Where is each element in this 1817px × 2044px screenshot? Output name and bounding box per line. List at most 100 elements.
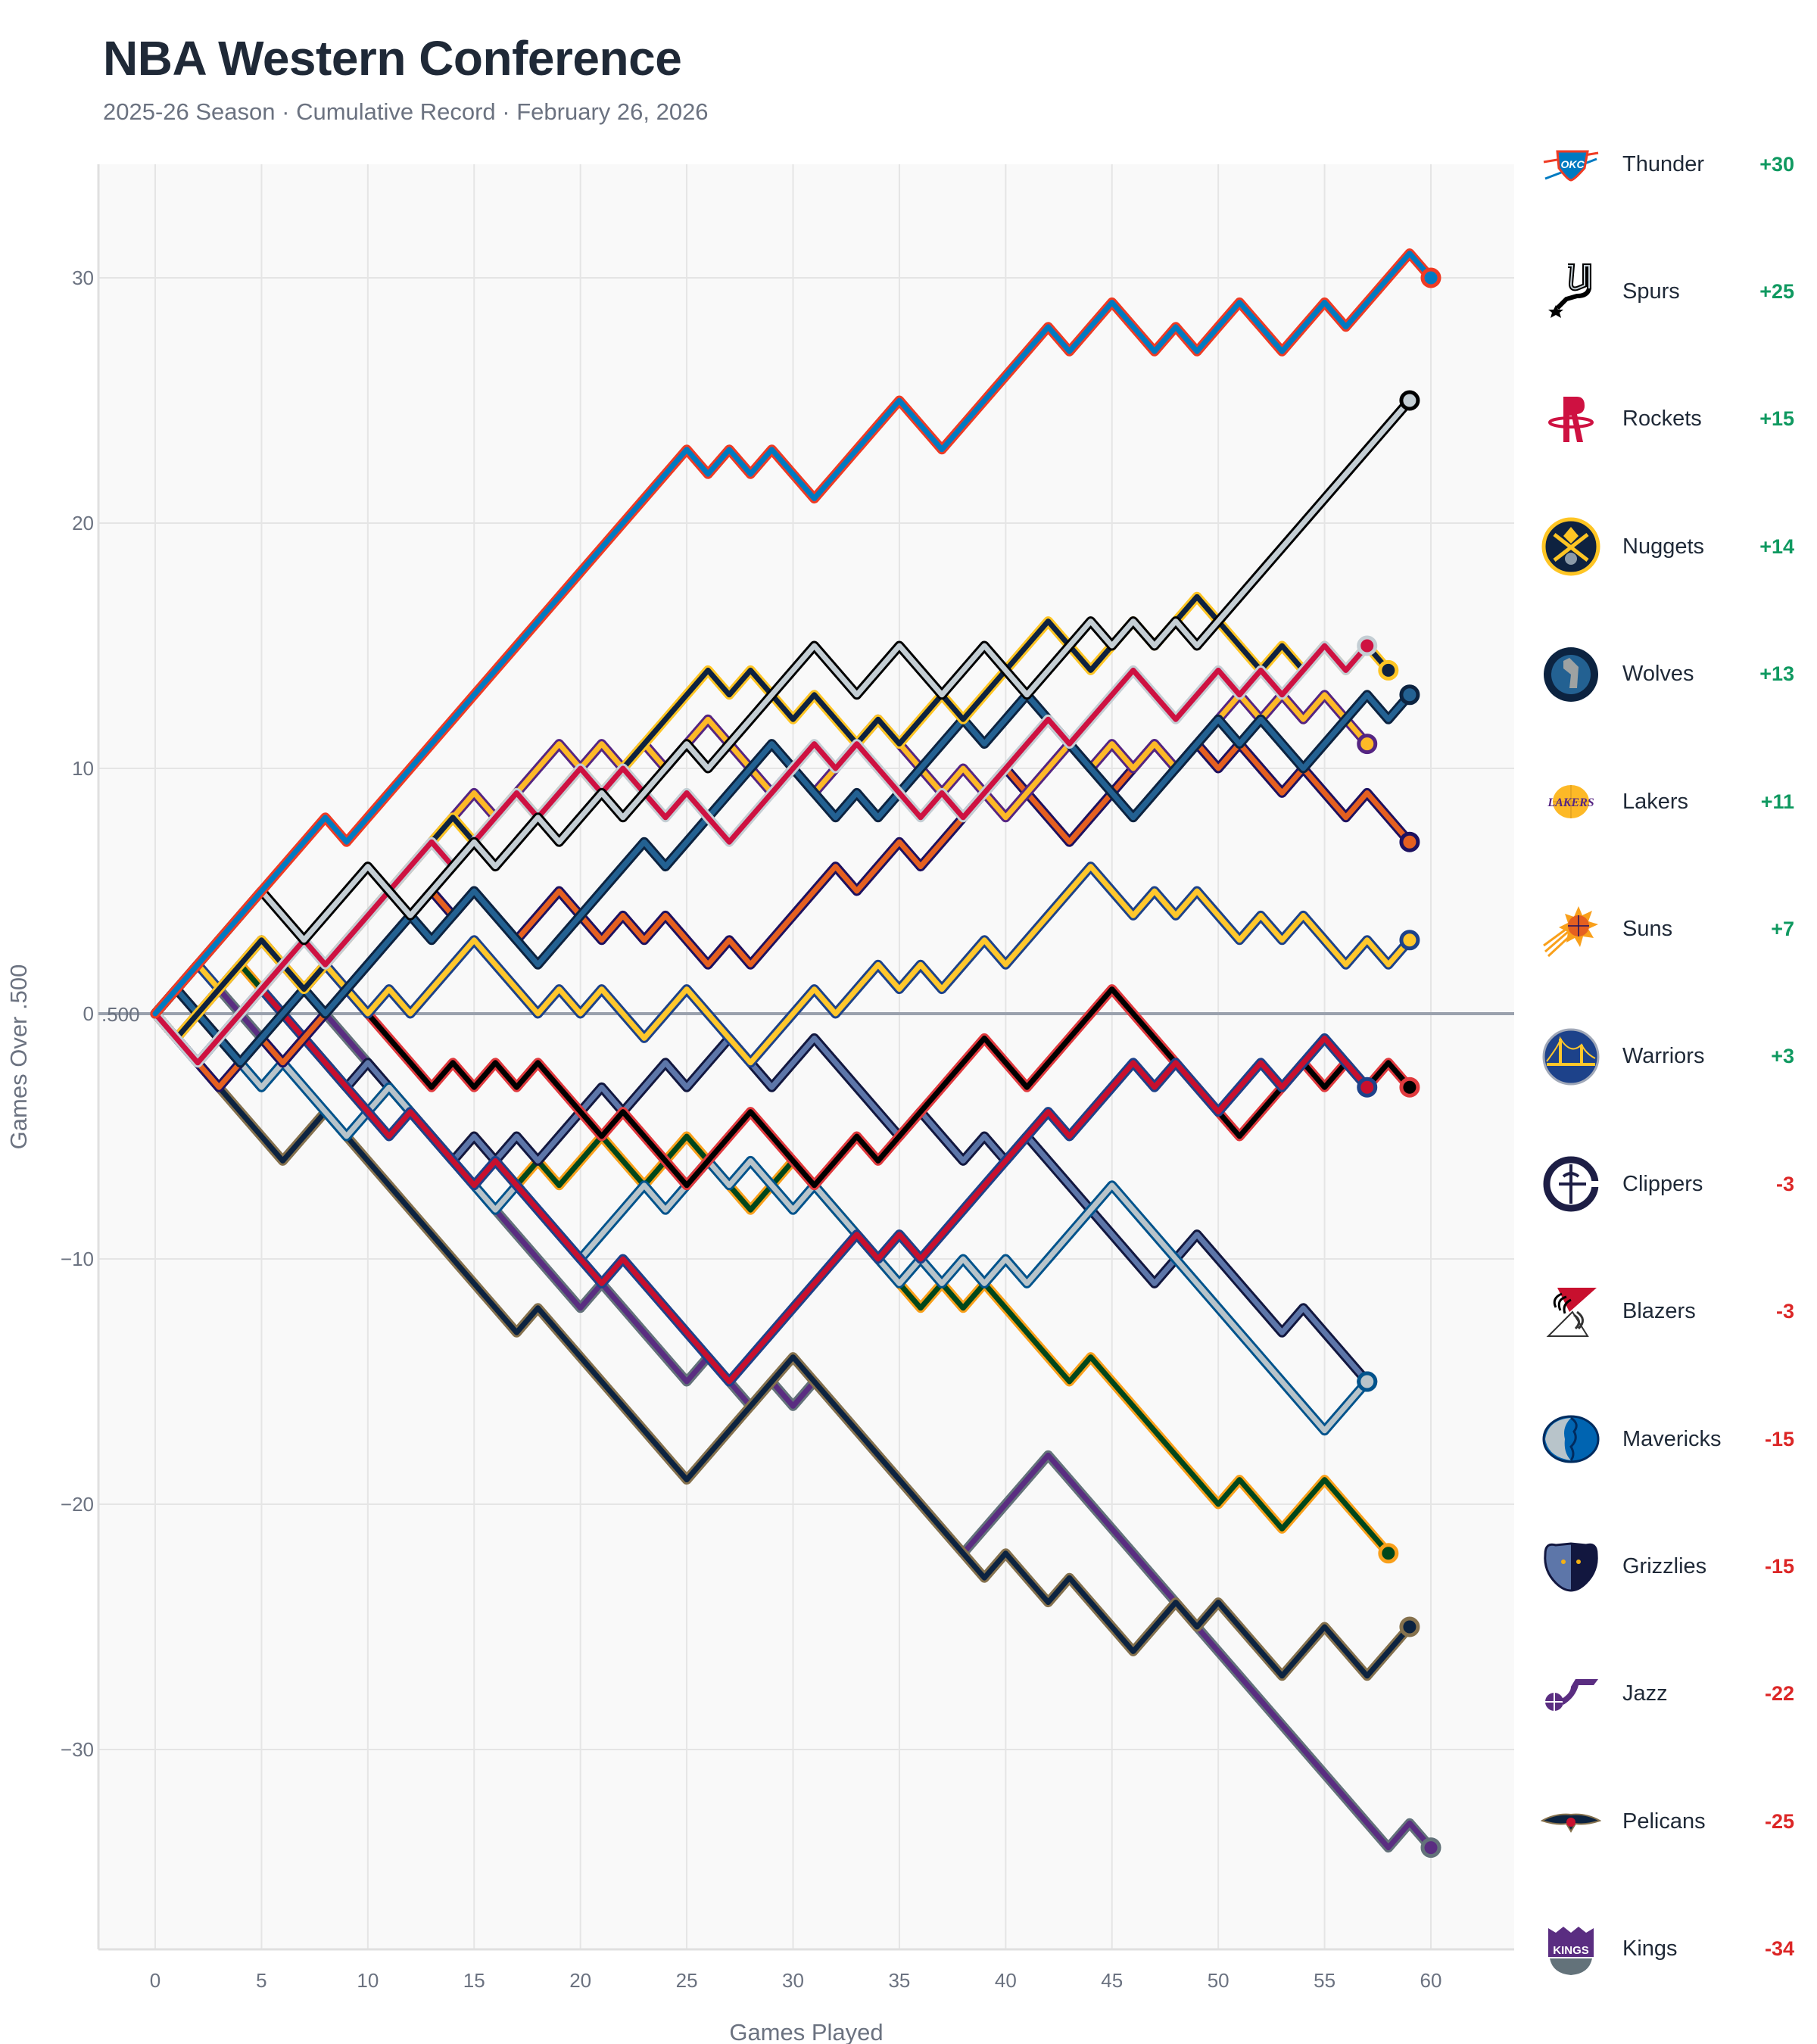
x-tick-label: 0 [150, 1969, 161, 1992]
legend-item-lakers[interactable]: LAKERS Lakers +11 [1537, 771, 1794, 832]
series-endpoint-marker[interactable] [1378, 659, 1399, 681]
legend-team-name: Jazz [1622, 1681, 1668, 1706]
legend-team-name: Blazers [1622, 1299, 1696, 1324]
legend-item-pelicans[interactable]: Pelicans -25 [1537, 1791, 1794, 1852]
grizzlies-logo-icon [1537, 1536, 1605, 1597]
legend-games-over-500: -3 [1775, 1172, 1794, 1195]
series-endpoint-marker[interactable] [1357, 734, 1378, 755]
legend-item-kings[interactable]: KINGS Kings -34 [1537, 1919, 1794, 1980]
legend-item-spurs[interactable]: Spurs +25 [1537, 261, 1794, 322]
legend-team-name: Thunder [1622, 151, 1705, 176]
legend-team-name: Suns [1622, 916, 1673, 941]
series-endpoint-marker[interactable] [1357, 1371, 1378, 1392]
suns-logo-icon [1537, 899, 1605, 959]
series-line [152, 1011, 1413, 1679]
legend-games-over-500: -15 [1764, 1427, 1794, 1450]
x-tick-label: 40 [995, 1969, 1017, 1992]
series-line [152, 692, 1413, 1066]
x-tick-label: 25 [676, 1969, 698, 1992]
okc-thunder-logo-icon: OKC [1537, 134, 1605, 195]
legend-item-suns[interactable]: Suns +7 [1537, 899, 1794, 959]
x-tick-label: 45 [1101, 1969, 1123, 1992]
series-endpoint-marker[interactable] [1357, 635, 1378, 656]
legend-item-wolves[interactable]: Wolves +13 [1537, 644, 1794, 705]
legend-item-blazers[interactable]: Blazers -3 [1537, 1282, 1794, 1342]
legend-item-thunder[interactable]: OKC Thunder +30 [1537, 134, 1794, 195]
series-line [152, 643, 1370, 1066]
series-mavericks [150, 1008, 1378, 1436]
series-endpoint-marker[interactable] [1399, 1616, 1420, 1637]
y-tick-label: 0 [83, 1002, 94, 1025]
series-spurs [150, 390, 1420, 1019]
lakers-logo-icon: LAKERS [1537, 771, 1605, 832]
legend-item-nuggets[interactable]: Nuggets +14 [1537, 516, 1794, 577]
rockets-logo-icon [1537, 389, 1605, 450]
series-endpoint-marker[interactable] [1399, 1077, 1420, 1098]
series-endpoint-marker[interactable] [1399, 390, 1420, 411]
chart-subtitle: 2025-26 Season · Cumulative Record · Feb… [103, 98, 709, 125]
legend-games-over-500: -3 [1775, 1300, 1794, 1323]
legend-team-name: Nuggets [1622, 534, 1705, 559]
y-tick-label: −20 [61, 1493, 94, 1516]
series-line [152, 986, 1370, 1385]
legend-games-over-500: -15 [1764, 1554, 1794, 1578]
x-tick-label: 35 [888, 1969, 910, 1992]
plot-background [98, 164, 1514, 1949]
x-tick-labels: 0 5 10 15 20 25 30 35 40 45 50 55 60 [150, 1969, 1442, 1992]
team-legend: OKC Thunder +30 Spurs +25 Rockets +15 Nuggets +1… [1537, 0, 1817, 2044]
series-clippers [150, 984, 1378, 1387]
legend-team-name: Rockets [1622, 407, 1702, 432]
x-tick-label: 60 [1420, 1969, 1442, 1992]
legend-team-name: Mavericks [1622, 1426, 1722, 1451]
series-line [152, 397, 1413, 1017]
series-line [152, 986, 1370, 1385]
y-tick-labels: 30 20 10 0 −10 −20 −30 [61, 266, 94, 1761]
legend-games-over-500: +7 [1771, 917, 1794, 940]
warriors-logo-icon [1537, 1027, 1605, 1087]
svg-text:OKC: OKC [1560, 158, 1585, 170]
y-axis-title: Games Over .500 [5, 964, 32, 1150]
series-line [152, 1011, 1370, 1434]
x-tick-label: 50 [1208, 1969, 1230, 1992]
legend-item-mavericks[interactable]: Mavericks -15 [1537, 1409, 1794, 1469]
series-thunder [150, 248, 1441, 1019]
svg-text:KINGS: KINGS [1553, 1944, 1589, 1957]
series-endpoint-marker[interactable] [1399, 831, 1420, 852]
series-wolves [150, 684, 1420, 1068]
legend-item-rockets[interactable]: Rockets +15 [1537, 389, 1794, 450]
legend-item-warriors[interactable]: Warriors +3 [1537, 1027, 1794, 1087]
legend-games-over-500: +11 [1760, 790, 1794, 813]
legend-item-jazz[interactable]: Jazz -22 [1537, 1664, 1794, 1725]
legend-team-name: Lakers [1622, 789, 1689, 814]
blazers-logo-icon [1537, 1282, 1605, 1342]
legend-item-grizzlies[interactable]: Grizzlies -15 [1537, 1536, 1794, 1597]
legend-item-clippers[interactable]: Clippers -3 [1537, 1154, 1794, 1214]
svg-text:LAKERS: LAKERS [1547, 796, 1594, 809]
series-endpoint-marker[interactable] [1420, 267, 1441, 288]
x-tick-label: 30 [782, 1969, 804, 1992]
legend-team-name: Clippers [1622, 1171, 1703, 1196]
legend-games-over-500: +15 [1759, 407, 1794, 431]
series-endpoint-marker[interactable] [1420, 1837, 1441, 1859]
reference-line-label: .500 [101, 1003, 140, 1026]
legend-team-name: Spurs [1622, 279, 1680, 304]
series-warriors [150, 862, 1420, 1068]
y-tick-label: 20 [72, 512, 94, 534]
series-rockets [150, 635, 1378, 1068]
y-tick-label: −30 [61, 1738, 94, 1761]
legend-games-over-500: -25 [1764, 1809, 1794, 1833]
legend-games-over-500: -22 [1764, 1682, 1794, 1706]
chart-title: NBA Western Conference [103, 31, 682, 86]
x-tick-label: 55 [1314, 1969, 1335, 1992]
x-tick-label: 5 [256, 1969, 266, 1992]
series-endpoint-marker[interactable] [1399, 684, 1420, 706]
y-tick-label: 30 [72, 266, 94, 289]
x-tick-label: 20 [569, 1969, 591, 1992]
series-line [152, 864, 1413, 1066]
series-endpoint-marker[interactable] [1357, 1077, 1378, 1098]
legend-team-name: Grizzlies [1622, 1553, 1707, 1578]
series-endpoint-marker[interactable] [1378, 1543, 1399, 1564]
y-tick-label: −10 [61, 1248, 94, 1270]
y-tick-label: 10 [72, 757, 94, 780]
series-endpoint-marker[interactable] [1399, 930, 1420, 951]
